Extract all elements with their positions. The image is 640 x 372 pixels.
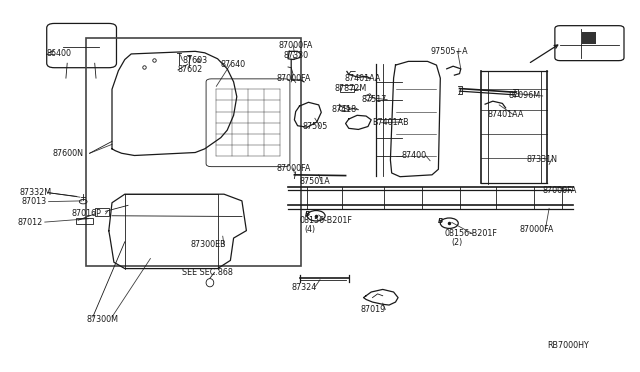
Text: 87000FA: 87000FA bbox=[276, 74, 311, 83]
Text: 87300EB: 87300EB bbox=[191, 240, 227, 249]
Bar bbox=[95, 208, 109, 216]
Text: 87000FA: 87000FA bbox=[520, 225, 554, 234]
Text: 87602: 87602 bbox=[178, 65, 203, 74]
Text: B7401AB: B7401AB bbox=[372, 118, 409, 126]
Text: 87016P: 87016P bbox=[72, 209, 102, 218]
Text: 87019: 87019 bbox=[360, 305, 385, 314]
Text: 87000FA: 87000FA bbox=[543, 186, 577, 195]
Bar bbox=[86, 38, 301, 266]
Text: 87013: 87013 bbox=[21, 197, 46, 206]
Text: B: B bbox=[305, 211, 310, 217]
Text: 86400: 86400 bbox=[46, 49, 71, 58]
Text: 87501A: 87501A bbox=[300, 177, 330, 186]
Text: 87300M: 87300M bbox=[86, 315, 118, 324]
Text: 87012: 87012 bbox=[17, 218, 42, 227]
Text: 87330: 87330 bbox=[284, 51, 308, 60]
Text: (4): (4) bbox=[304, 225, 315, 234]
Text: RB7000HY: RB7000HY bbox=[547, 341, 589, 350]
Text: 87096M: 87096M bbox=[509, 92, 541, 100]
Bar bbox=[76, 218, 93, 224]
Text: 87401AA: 87401AA bbox=[488, 110, 524, 119]
Text: 08156-B201F: 08156-B201F bbox=[445, 229, 498, 238]
Text: 87872M: 87872M bbox=[334, 84, 366, 93]
Text: 87401AA: 87401AA bbox=[344, 74, 381, 83]
Text: 87603: 87603 bbox=[182, 56, 207, 65]
Text: 87332M: 87332M bbox=[19, 188, 51, 197]
Text: B: B bbox=[438, 218, 443, 224]
Text: 87600N: 87600N bbox=[52, 149, 83, 158]
Text: 87505: 87505 bbox=[302, 122, 328, 131]
Text: 87640: 87640 bbox=[221, 60, 246, 69]
Bar bbox=[582, 32, 596, 44]
Text: 87324: 87324 bbox=[291, 283, 316, 292]
Text: 97505+A: 97505+A bbox=[430, 47, 468, 56]
Text: (2): (2) bbox=[451, 238, 463, 247]
Text: 87517: 87517 bbox=[362, 95, 387, 104]
Text: 87400: 87400 bbox=[402, 151, 427, 160]
Text: 08156-B201F: 08156-B201F bbox=[300, 216, 353, 225]
Text: 87331N: 87331N bbox=[526, 155, 557, 164]
Text: 87000FA: 87000FA bbox=[276, 164, 311, 173]
Text: 87418: 87418 bbox=[332, 105, 356, 114]
Text: SEE SEC.868: SEE SEC.868 bbox=[182, 268, 233, 277]
Text: 87000FA: 87000FA bbox=[278, 41, 313, 50]
